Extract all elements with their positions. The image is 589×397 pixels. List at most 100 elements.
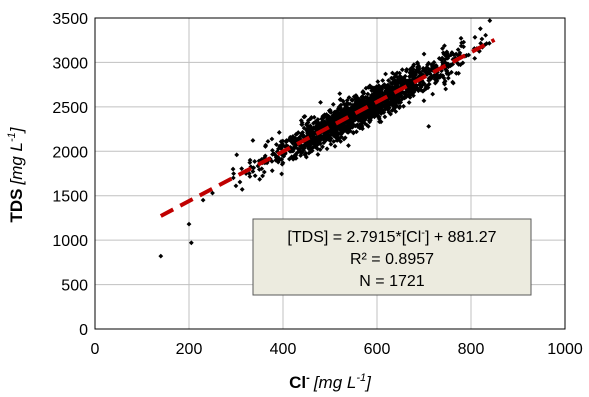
data-point xyxy=(330,116,336,122)
y-tick-label: 1500 xyxy=(52,189,88,206)
data-point xyxy=(200,197,206,203)
data-point xyxy=(252,159,258,164)
data-point xyxy=(341,136,347,142)
data-point xyxy=(429,73,435,79)
data-point xyxy=(425,85,431,91)
data-point xyxy=(407,67,413,72)
data-point xyxy=(324,146,330,152)
data-point xyxy=(374,84,380,90)
data-point xyxy=(352,123,358,129)
data-point xyxy=(292,145,298,151)
data-point xyxy=(390,102,396,108)
data-point xyxy=(328,141,334,147)
data-point xyxy=(250,138,256,143)
data-point xyxy=(317,147,323,153)
regression-annotation: [TDS] = 2.7915*[Cl-] + 881.27 R² = 0.895… xyxy=(252,218,532,296)
data-point xyxy=(383,71,388,77)
data-point xyxy=(363,85,369,91)
data-point xyxy=(298,118,304,123)
data-point xyxy=(434,72,440,78)
data-point xyxy=(315,152,321,157)
data-point xyxy=(391,98,397,104)
data-point xyxy=(431,64,437,70)
data-point xyxy=(394,95,399,101)
data-point xyxy=(309,132,315,138)
data-point xyxy=(309,148,315,154)
data-point xyxy=(318,137,323,143)
data-point xyxy=(450,80,456,86)
data-point xyxy=(407,94,413,100)
data-point xyxy=(337,91,343,97)
data-point xyxy=(410,66,416,72)
data-point xyxy=(339,126,345,132)
data-point xyxy=(347,128,353,134)
y-tick-label: 3000 xyxy=(52,55,88,72)
data-point xyxy=(479,36,485,42)
r-squared-text: R² = 0.8957 xyxy=(350,251,434,268)
data-point xyxy=(395,83,400,89)
data-point xyxy=(290,141,296,146)
data-point xyxy=(426,75,432,81)
data-point xyxy=(399,67,405,73)
data-point xyxy=(388,111,394,117)
data-point xyxy=(252,173,258,179)
data-point xyxy=(487,18,493,24)
data-point xyxy=(309,145,315,151)
data-point xyxy=(292,153,298,159)
data-point xyxy=(270,151,275,157)
data-point xyxy=(451,52,457,58)
data-point xyxy=(299,150,305,156)
data-point xyxy=(343,108,348,114)
data-point xyxy=(449,69,454,75)
data-point xyxy=(247,174,253,179)
data-point xyxy=(399,75,405,81)
data-point xyxy=(399,96,405,102)
data-point xyxy=(477,26,483,32)
data-point xyxy=(346,143,351,148)
data-point xyxy=(298,131,304,137)
data-point xyxy=(460,60,466,66)
data-point xyxy=(304,140,310,146)
data-point xyxy=(426,124,432,129)
data-point xyxy=(300,146,306,152)
data-point xyxy=(278,139,284,144)
data-point xyxy=(443,53,449,59)
data-point xyxy=(365,91,371,97)
data-point xyxy=(440,50,446,56)
data-point xyxy=(445,75,451,81)
data-point xyxy=(318,99,323,105)
x-tick-label: 200 xyxy=(176,341,203,358)
data-point xyxy=(360,126,365,132)
data-point xyxy=(273,153,279,159)
x-axis-title: Cl- [mg L-1] xyxy=(289,372,372,392)
data-point xyxy=(261,169,267,175)
data-point xyxy=(394,74,400,80)
data-point xyxy=(378,111,384,117)
data-point xyxy=(247,157,253,163)
data-point xyxy=(276,130,282,135)
data-points xyxy=(158,18,493,259)
data-point xyxy=(483,32,489,38)
x-tick-label: 400 xyxy=(270,341,297,358)
y-tick-label: 500 xyxy=(61,278,88,295)
data-point xyxy=(326,108,332,114)
x-tick-label: 0 xyxy=(91,341,100,358)
y-tick-label: 2500 xyxy=(52,100,88,117)
data-point xyxy=(433,79,439,85)
data-point xyxy=(360,89,366,94)
data-point xyxy=(239,187,245,192)
data-point xyxy=(338,130,344,136)
data-point xyxy=(331,112,337,118)
y-tick-label: 3500 xyxy=(52,11,88,28)
data-point xyxy=(294,131,300,137)
data-point xyxy=(439,55,445,61)
data-point xyxy=(338,139,344,144)
data-point xyxy=(405,89,411,95)
data-point xyxy=(378,107,384,113)
data-point xyxy=(351,94,357,100)
data-point xyxy=(315,122,321,128)
data-point xyxy=(401,103,406,109)
data-point xyxy=(331,132,336,138)
data-point xyxy=(303,154,309,160)
